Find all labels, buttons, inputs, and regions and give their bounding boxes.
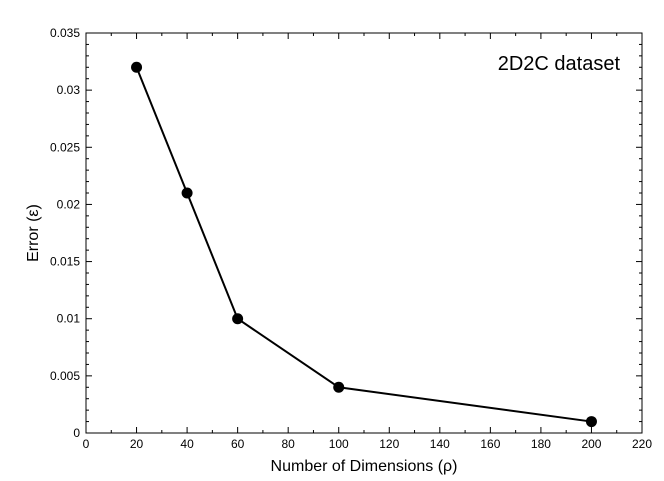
data-point	[333, 381, 345, 393]
y-tick-label: 0.01	[57, 312, 81, 326]
data-point	[131, 61, 143, 73]
y-axis-title: Error (ε)	[25, 204, 42, 262]
y-tick-label: 0.02	[57, 197, 81, 211]
data-point	[585, 416, 597, 428]
x-axis-title: Number of Dimensions (ρ)	[271, 458, 458, 475]
series-line	[135, 66, 592, 423]
x-tick-label: 160	[480, 437, 500, 451]
x-tick-label: 60	[231, 437, 245, 451]
x-axis-tick-labels: 0 20 40 60 80 100 120 140 160 180 200 220	[83, 437, 653, 451]
y-tick-label: 0.035	[50, 26, 80, 40]
y-axis-tick-labels: 0 0.005 0.01 0.015 0.02 0.025 0.03 0.035	[50, 26, 80, 440]
y-tick-label: 0.03	[57, 83, 81, 97]
x-tick-label: 180	[531, 437, 551, 451]
x-tick-label: 20	[130, 437, 144, 451]
x-tick-label: 140	[430, 437, 450, 451]
x-tick-label: 40	[180, 437, 194, 451]
y-tick-label: 0.025	[50, 140, 80, 154]
y-tick-label: 0.015	[50, 255, 80, 269]
chart-annotation: 2D2C dataset	[498, 53, 621, 75]
axis-ticks	[85, 32, 643, 434]
plot-area-frame	[85, 32, 643, 434]
data-point	[232, 313, 244, 325]
x-tick-label: 0	[83, 437, 90, 451]
x-tick-label: 100	[329, 437, 349, 451]
x-tick-label: 200	[581, 437, 601, 451]
y-tick-label: 0	[73, 426, 80, 440]
data-point	[181, 187, 193, 199]
x-tick-label: 220	[632, 437, 652, 451]
y-tick-label: 0.005	[50, 369, 80, 383]
x-tick-label: 120	[379, 437, 399, 451]
series-layer	[131, 61, 597, 428]
x-tick-label: 80	[282, 437, 296, 451]
